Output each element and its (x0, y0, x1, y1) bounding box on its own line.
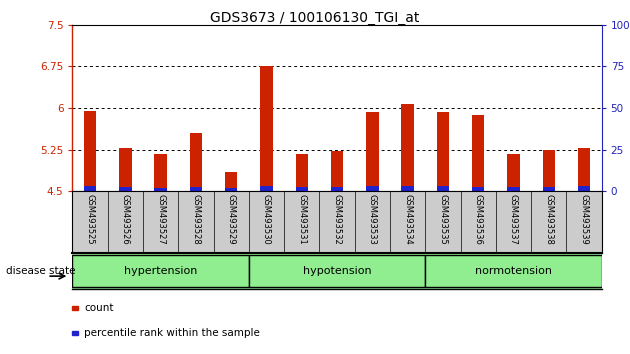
Bar (507, 187, 520, 191)
FancyBboxPatch shape (72, 255, 249, 287)
Text: count: count (84, 303, 113, 313)
Text: normotension: normotension (475, 266, 552, 276)
Text: GSM493535: GSM493535 (438, 194, 447, 245)
Bar (401, 104, 414, 191)
Bar (366, 113, 379, 191)
Bar (542, 149, 555, 191)
FancyBboxPatch shape (425, 255, 602, 287)
Bar (366, 185, 379, 191)
Bar (437, 186, 449, 191)
Bar (225, 188, 238, 191)
Text: GSM493526: GSM493526 (121, 194, 130, 245)
Text: hypotension: hypotension (303, 266, 371, 276)
Text: percentile rank within the sample: percentile rank within the sample (84, 328, 260, 338)
Text: GSM493529: GSM493529 (227, 194, 236, 245)
Bar (154, 188, 167, 191)
FancyBboxPatch shape (249, 255, 425, 287)
Bar (542, 187, 555, 191)
Text: GSM493527: GSM493527 (156, 194, 165, 245)
Text: GSM493534: GSM493534 (403, 194, 412, 245)
Bar (331, 151, 343, 191)
Bar (578, 186, 590, 191)
Text: GDS3673 / 100106130_TGI_at: GDS3673 / 100106130_TGI_at (210, 11, 420, 25)
Text: GSM493537: GSM493537 (509, 194, 518, 245)
Bar (119, 148, 132, 191)
Bar (190, 133, 202, 191)
Text: GSM493536: GSM493536 (474, 194, 483, 245)
Bar (578, 148, 590, 191)
Text: GSM493538: GSM493538 (544, 194, 553, 245)
Bar (472, 187, 484, 191)
Bar (84, 185, 96, 191)
Bar (331, 187, 343, 191)
Bar (225, 172, 238, 191)
Bar (437, 112, 449, 191)
Text: hypertension: hypertension (124, 266, 197, 276)
Bar (295, 154, 308, 191)
Text: GSM493528: GSM493528 (192, 194, 200, 245)
Text: GSM493525: GSM493525 (86, 194, 94, 245)
Bar (260, 185, 273, 191)
Text: GSM493532: GSM493532 (333, 194, 341, 245)
Bar (260, 66, 273, 191)
Text: disease state: disease state (6, 266, 76, 276)
Bar (295, 187, 308, 191)
Bar (119, 187, 132, 191)
Bar (507, 154, 520, 191)
Text: GSM493539: GSM493539 (580, 194, 588, 245)
Bar (190, 187, 202, 191)
Text: GSM493530: GSM493530 (262, 194, 271, 245)
Text: GSM493533: GSM493533 (368, 194, 377, 245)
Bar (401, 185, 414, 191)
Bar (84, 111, 96, 191)
Bar (472, 115, 484, 191)
Text: GSM493531: GSM493531 (297, 194, 306, 245)
Bar (154, 154, 167, 191)
